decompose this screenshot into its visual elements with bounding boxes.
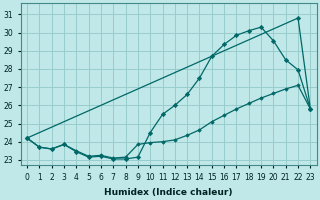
X-axis label: Humidex (Indice chaleur): Humidex (Indice chaleur)	[104, 188, 233, 197]
